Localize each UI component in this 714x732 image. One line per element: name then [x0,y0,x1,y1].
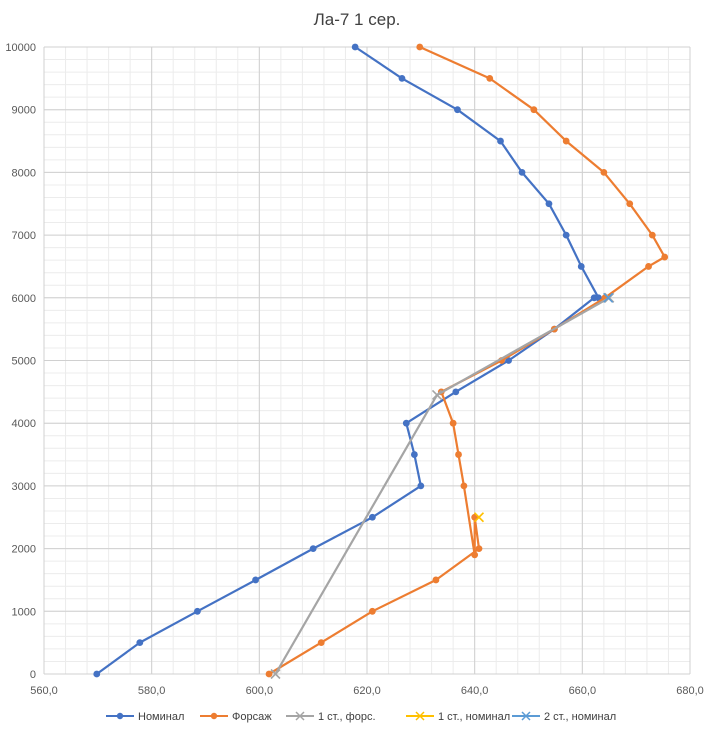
legend-item: 2 ст., номинал [512,711,616,723]
series-1 ст., номинал [473,512,485,523]
y-tick-label: 2000 [12,544,36,556]
y-tick-label: 0 [30,669,36,681]
legend-marker [210,712,218,720]
data-point [455,451,462,458]
data-point [505,357,512,364]
x-tick-label: 680,0 [676,685,704,697]
legend: Номинал Форсаж 1 ст., форс. 1 ст., номинал 2… [106,711,616,723]
data-point [449,419,457,427]
x-tick-label: 600,0 [246,685,274,697]
x-tick-label: 620,0 [353,685,381,697]
legend-label: Номинал [138,711,184,723]
data-point [432,576,440,584]
x-tick-label: 580,0 [138,685,166,697]
data-point [265,670,273,678]
data-point [460,482,468,490]
data-point [471,551,479,559]
legend-marker [295,711,305,721]
data-point [194,607,201,615]
y-tick-label: 1000 [12,606,36,618]
data-point [530,106,538,114]
legend-item: 1 ст., форс. [286,711,376,723]
data-point [475,545,483,552]
data-point [645,263,652,270]
data-point [270,668,281,680]
x-tick-label: 640,0 [461,685,489,697]
chart-title: Ла-7 1 сер. [313,10,401,29]
legend-item: Форсаж [200,711,272,723]
data-point [661,253,669,261]
data-point [368,513,376,521]
data-point [486,74,494,82]
data-point [93,670,101,678]
y-tick-label: 6000 [12,293,36,305]
data-point [252,576,259,584]
legend-item: Номинал [106,711,184,723]
y-tick-label: 4000 [12,418,36,430]
legend-marker [521,711,531,721]
y-tick-label: 9000 [12,105,36,117]
data-point [562,137,570,145]
data-point [417,482,425,490]
x-tick-label: 560,0 [30,685,58,697]
legend-marker [116,712,124,720]
x-tick-label: 660,0 [569,685,597,697]
data-point [562,231,570,239]
data-point [136,639,144,647]
y-tick-label: 5000 [12,356,36,368]
data-point [431,389,443,401]
data-point [452,388,460,396]
series-group [93,43,669,680]
series-Форсаж [265,43,669,678]
series-2 ст., номинал [603,292,614,303]
series-Номинал [93,43,602,678]
data-point [600,169,608,176]
data-point [398,74,406,82]
data-point [518,169,526,176]
data-point [402,419,410,427]
legend-item: 1 ст., номинал [406,711,510,723]
data-point [497,137,504,145]
legend-label: 2 ст., номинал [544,711,616,723]
data-point [410,451,418,458]
data-point [473,512,485,523]
legend-label: Форсаж [232,711,272,723]
data-point [603,292,614,303]
data-point [351,43,359,51]
y-tick-label: 7000 [12,230,36,242]
y-tick-label: 10000 [5,42,36,54]
data-point [545,200,553,208]
data-point [317,639,325,647]
legend-label: 1 ст., форс. [318,711,376,723]
y-tick-label: 3000 [12,481,36,493]
series-line [96,46,600,675]
data-point [368,607,376,615]
data-point [309,545,317,552]
legend-label: 1 ст., номинал [438,711,510,723]
legend-marker [415,711,425,721]
y-tick-label: 8000 [12,167,36,179]
data-point [454,106,461,114]
data-point [416,43,424,51]
axes: 560,0 580,0 600,0 620,0 640,0 660,0 680,0 0 1000… [5,42,703,697]
data-point [577,263,585,270]
grid [43,46,691,675]
data-point [626,200,634,208]
data-point [648,231,656,239]
